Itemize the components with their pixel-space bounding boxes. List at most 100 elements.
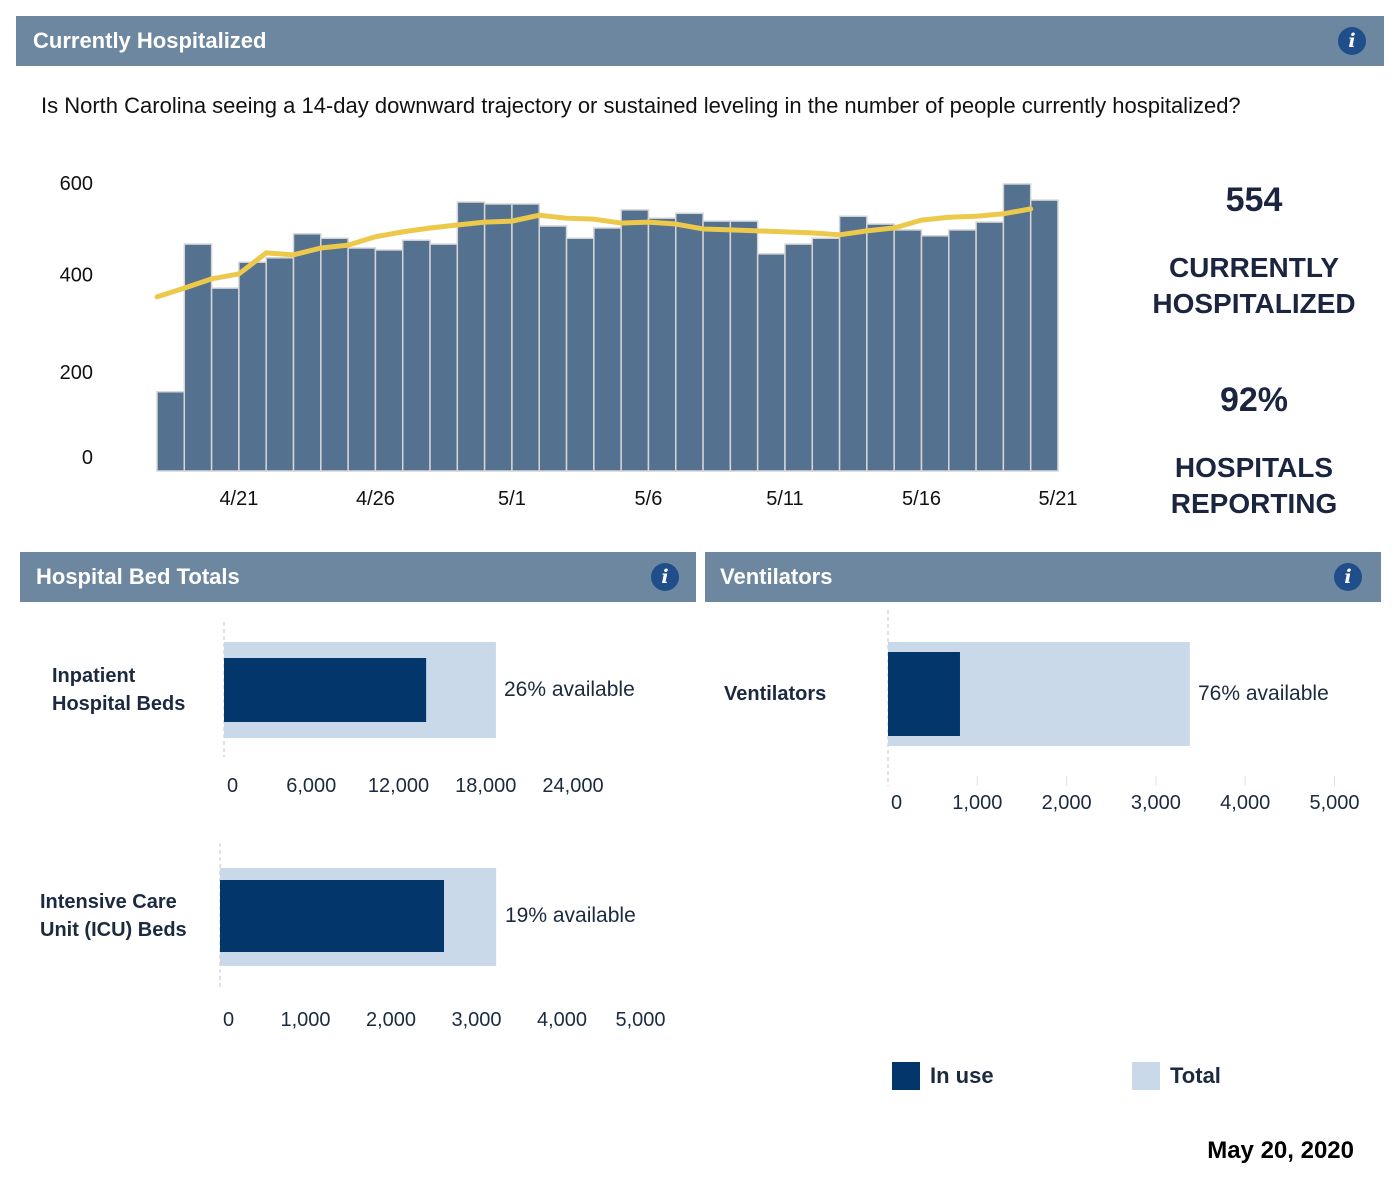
hospitals-reporting-percent: 92% (1219, 381, 1289, 419)
panel-title: Ventilators (720, 564, 833, 589)
bar-5-11 (784, 243, 814, 472)
hospitalized-count: 554 (1225, 181, 1283, 219)
x-tick-label: 24,000 (542, 775, 603, 797)
inpatient-availability: 26% available (504, 678, 635, 701)
bar-4-29 (456, 201, 486, 472)
bar-4-24 (320, 237, 349, 472)
icu-beds-bullet-chart: 0 1,000 2,000 3,000 4,000 5,000 (219, 843, 666, 1031)
x-tick-label: 4/26 (356, 488, 395, 510)
bar-5-8 (702, 220, 732, 472)
panel-title: Hospital Bed Totals (36, 564, 240, 589)
bar-4-22 (265, 257, 295, 472)
bar-5-12 (811, 237, 841, 472)
x-tick-label: 5,000 (1309, 792, 1359, 814)
question-text: Is North Carolina seeing a 14-day downwa… (41, 93, 1241, 118)
legend-total-label: Total (1170, 1063, 1221, 1088)
bar-4-18 (156, 391, 186, 472)
hospitalized-label-line-1: CURRENTLY (1168, 252, 1340, 283)
bar-5-14 (866, 223, 895, 472)
y-tick-label: 400 (60, 264, 93, 286)
info-icon[interactable]: i (1334, 563, 1362, 591)
y-tick-label: 0 (82, 447, 93, 469)
x-tick-label: 12,000 (368, 775, 429, 797)
in-use-bar (220, 880, 445, 952)
ventilators-header: Ventilators i (705, 552, 1381, 602)
x-tick-label: 0 (223, 1009, 234, 1031)
x-tick-label: 6,000 (286, 775, 336, 797)
bar-4-23 (292, 233, 322, 472)
bar-5-3 (565, 237, 595, 472)
bar-4-30 (483, 203, 513, 472)
label-line: Unit (ICU) Beds (40, 919, 187, 941)
inpatient-beds-bullet-chart: 0 6,000 12,000 18,000 24,000 (223, 622, 604, 797)
bar-5-6 (647, 217, 677, 472)
reporting-label-line-2: REPORTING (1170, 488, 1338, 519)
label-line: Inpatient (52, 665, 136, 687)
bar-4-21 (238, 261, 267, 472)
x-tick-label: 4/21 (219, 488, 258, 510)
bar-5-5 (620, 209, 650, 472)
x-tick-label: 0 (891, 792, 902, 814)
legend-in-use-swatch (892, 1062, 920, 1090)
bar-5-2 (538, 225, 568, 472)
info-icon[interactable]: i (651, 563, 679, 591)
x-tick-label: 2,000 (1042, 792, 1092, 814)
hospital-bed-totals-header: Hospital Bed Totals i (20, 552, 696, 602)
x-tick-label: 3,000 (1131, 792, 1181, 814)
info-icon[interactable]: i (1338, 27, 1366, 55)
bar-5-17 (948, 229, 977, 472)
reporting-label-line-1: HOSPITALS (1174, 452, 1334, 483)
bar-5-10 (756, 253, 786, 472)
icu-beds-label: Intensive Care Unit (ICU) Beds (40, 888, 187, 944)
bar-5-20 (1029, 199, 1059, 472)
x-tick-label: 5/16 (902, 488, 941, 510)
x-tick-label: 5/6 (635, 488, 663, 510)
y-tick-label: 600 (60, 173, 93, 195)
bar-5-16 (920, 235, 950, 472)
x-tick-label: 18,000 (455, 775, 516, 797)
hospitalized-label: CURRENTLY HOSPITALIZED (1134, 250, 1374, 322)
hospitalized-label-line-2: HOSPITALIZED (1152, 288, 1356, 319)
report-date: May 20, 2020 (1207, 1137, 1354, 1164)
ventilators-bullet-chart: 0 1,000 2,000 3,000 4,000 5,000 (887, 610, 1360, 814)
bar-5-4 (593, 227, 622, 472)
trend-line (154, 206, 1034, 300)
in-use-bar (888, 652, 960, 736)
label-line: Intensive Care (40, 891, 177, 913)
bar-4-28 (429, 243, 459, 472)
legend-in-use-label: In use (930, 1063, 994, 1088)
bar-5-7 (675, 212, 704, 472)
bar-5-13 (838, 215, 868, 472)
in-use-bar (224, 658, 427, 722)
y-tick-label: 200 (60, 362, 93, 384)
ventilators-availability: 76% available (1198, 682, 1329, 705)
panel-title: Currently Hospitalized (33, 28, 267, 53)
label-line: Ventilators (724, 683, 827, 705)
bar-4-25 (347, 247, 377, 472)
inpatient-beds-label: Inpatient Hospital Beds (52, 662, 185, 718)
x-tick-label: 3,000 (451, 1009, 501, 1031)
bar-5-19 (1002, 183, 1032, 472)
x-tick-label: 5/11 (766, 488, 803, 510)
x-tick-label: 5,000 (615, 1009, 665, 1031)
x-tick-label: 1,000 (280, 1009, 330, 1031)
x-tick-label: 0 (227, 775, 238, 797)
hospitals-reporting-label: HOSPITALS REPORTING (1134, 450, 1374, 522)
x-tick-label: 4,000 (1220, 792, 1270, 814)
bar-5-9 (729, 220, 759, 472)
hospitalized-bar-chart: 0 200 400 600 4/21 4/26 5/1 5/6 5/11 5/16 5/21 (60, 173, 1078, 510)
x-tick-label: 2,000 (366, 1009, 416, 1031)
bar-5-1 (511, 203, 540, 472)
bar-5-15 (893, 229, 923, 472)
bar-5-18 (975, 221, 1005, 472)
x-tick-label: 1,000 (952, 792, 1002, 814)
icu-availability: 19% available (505, 904, 636, 927)
x-tick-label: 5/1 (498, 488, 526, 510)
ventilators-label: Ventilators (724, 680, 826, 708)
x-tick-label: 4,000 (537, 1009, 587, 1031)
label-line: Hospital Beds (52, 693, 186, 715)
bar-4-26 (374, 249, 404, 472)
legend-total-swatch (1132, 1062, 1160, 1090)
x-tick-label: 5/21 (1039, 488, 1078, 510)
